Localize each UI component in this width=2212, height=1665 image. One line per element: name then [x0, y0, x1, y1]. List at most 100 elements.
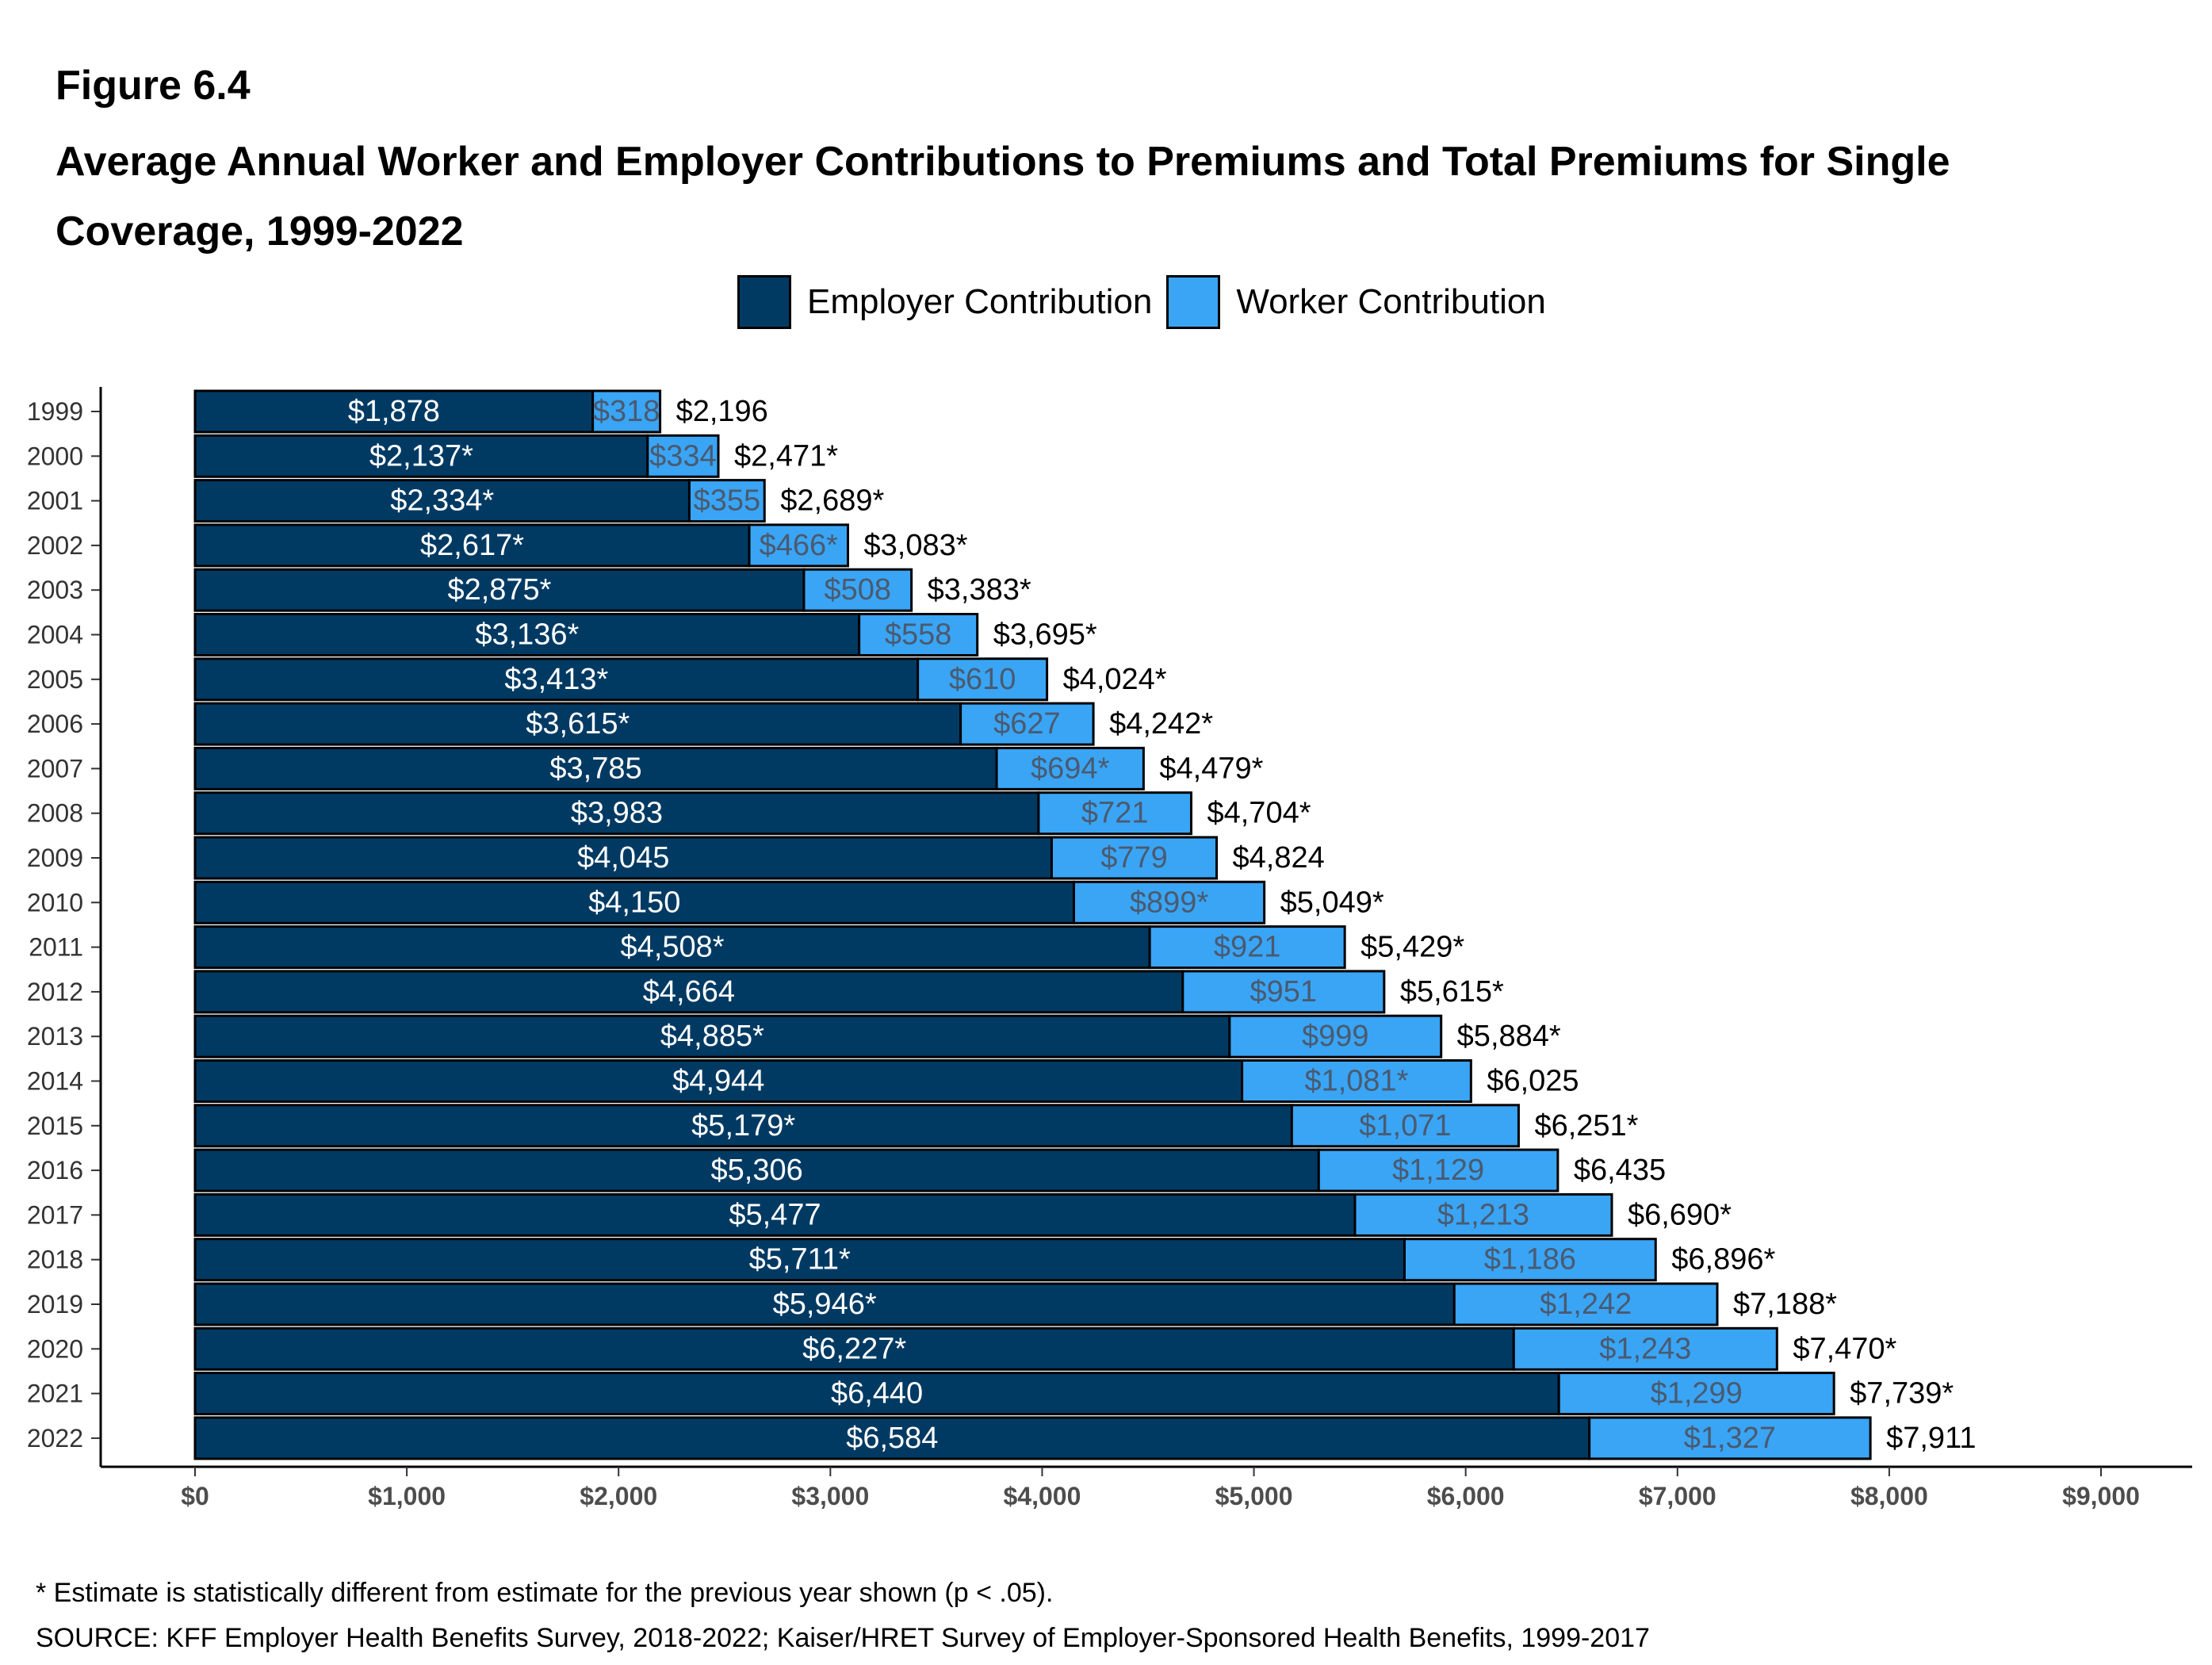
worker-value-label: $721 [1081, 797, 1149, 830]
worker-value-label: $610 [949, 663, 1016, 696]
employer-value-label: $6,227* [802, 1332, 906, 1365]
employer-value-label: $4,045 [577, 841, 669, 875]
total-value-label: $5,884* [1457, 1020, 1561, 1053]
employer-value-label: $4,944 [672, 1065, 764, 1098]
worker-value-label: $951 [1250, 975, 1318, 1009]
total-value-label: $7,911 [1886, 1422, 1976, 1455]
worker-value-label: $999 [1302, 1020, 1369, 1053]
worker-value-label: $1,243 [1599, 1332, 1691, 1365]
total-value-label: $5,615* [1400, 975, 1504, 1009]
worker-value-label: $355 [694, 484, 761, 518]
y-tick-label: 2006 [27, 710, 83, 738]
worker-value-label: $1,299 [1651, 1377, 1743, 1410]
y-tick-label: 2021 [27, 1380, 83, 1408]
total-value-label: $5,049* [1280, 886, 1384, 919]
total-value-label: $4,824 [1233, 841, 1325, 875]
employer-value-label: $2,617* [420, 529, 524, 562]
y-tick-label: 2012 [27, 978, 83, 1006]
x-tick-label: $6,000 [1427, 1482, 1505, 1510]
employer-bar [193, 880, 1076, 924]
worker-bar [1073, 880, 1266, 924]
worker-bar [1228, 1014, 1443, 1058]
worker-bar [1557, 1372, 1835, 1416]
legend-swatch-worker [1166, 275, 1221, 329]
employer-value-label: $2,334* [390, 484, 494, 518]
worker-value-label: $334 [649, 439, 717, 473]
worker-value-label: $627 [993, 707, 1061, 741]
total-value-label: $3,083* [864, 529, 968, 562]
worker-bar [1148, 925, 1346, 970]
employer-value-label: $4,885* [660, 1020, 764, 1053]
employer-value-label: $5,179* [691, 1109, 795, 1143]
y-tick-label: 1999 [27, 397, 83, 426]
worker-value-label: $318 [593, 395, 660, 428]
employer-bar [193, 1416, 1591, 1460]
employer-value-label: $5,477 [729, 1198, 821, 1231]
worker-value-label: $1,081* [1304, 1065, 1408, 1098]
employer-value-label: $4,664 [643, 975, 735, 1009]
worker-bar [1037, 791, 1192, 836]
x-tick-label: $9,000 [2062, 1482, 2140, 1510]
employer-bar [193, 568, 806, 612]
employer-bar [193, 389, 595, 434]
x-tick-label: $1,000 [368, 1482, 446, 1510]
y-tick-label: 2016 [27, 1156, 83, 1185]
total-value-label: $5,429* [1360, 931, 1464, 964]
employer-bar [193, 791, 1040, 836]
worker-value-label: $694* [1031, 752, 1110, 785]
total-value-label: $6,896* [1671, 1243, 1775, 1276]
x-tick-label: $5,000 [1215, 1482, 1293, 1510]
employer-value-label: $3,615* [526, 707, 630, 741]
worker-bar [687, 479, 766, 523]
total-value-label: $6,251* [1534, 1109, 1638, 1143]
worker-value-label: $1,186 [1484, 1243, 1576, 1276]
worker-bar [959, 702, 1095, 746]
y-tick-label: 2014 [27, 1067, 83, 1096]
employer-bar [193, 657, 920, 702]
employer-value-label: $6,584 [846, 1422, 938, 1455]
worker-value-label: $558 [885, 618, 952, 652]
employer-value-label: $6,440 [831, 1377, 923, 1410]
employer-value-label: $2,137* [369, 439, 473, 473]
worker-value-label: $1,327 [1684, 1422, 1776, 1455]
total-value-label: $2,196 [676, 395, 768, 428]
footnote: * Estimate is statistically different fr… [36, 1578, 1054, 1608]
worker-bar [1290, 1104, 1520, 1148]
x-tick-label: $8,000 [1850, 1482, 1928, 1510]
worker-bar [995, 746, 1145, 790]
legend-item-worker: Worker Contribution [1166, 275, 1546, 329]
employer-bar [193, 1238, 1406, 1282]
y-tick-label: 2018 [27, 1246, 83, 1274]
worker-bar [1317, 1148, 1559, 1192]
employer-bar [193, 1104, 1293, 1148]
worker-bar [1241, 1059, 1472, 1103]
worker-bar [1181, 970, 1386, 1014]
worker-bar [802, 568, 913, 612]
total-value-label: $4,242* [1109, 707, 1213, 741]
legend-label-worker: Worker Contribution [1236, 282, 1546, 321]
total-value-label: $7,739* [1850, 1377, 1954, 1410]
employer-value-label: $4,150 [588, 886, 680, 919]
worker-bar [858, 613, 979, 656]
total-value-label: $4,479* [1159, 752, 1263, 785]
total-value-label: $6,025 [1487, 1065, 1579, 1098]
total-value-label: $3,383* [928, 573, 1031, 607]
total-value-label: $2,471* [734, 439, 838, 473]
employer-value-label: $5,306 [711, 1154, 803, 1187]
y-tick-label: 2008 [27, 799, 83, 828]
y-tick-label: 2001 [27, 487, 83, 515]
worker-value-label: $508 [825, 573, 892, 607]
y-tick-label: 2000 [27, 442, 83, 470]
worker-value-label: $1,242 [1540, 1288, 1632, 1321]
chart-legend: Employer Contribution Worker Contributio… [737, 274, 1560, 331]
employer-value-label: $3,983 [571, 797, 663, 830]
legend-swatch-employer [737, 275, 791, 329]
employer-value-label: $3,785 [549, 752, 641, 785]
total-value-label: $6,690* [1628, 1198, 1732, 1231]
employer-bar [193, 836, 1053, 880]
employer-bar [193, 1192, 1357, 1237]
y-tick-label: 2002 [27, 531, 83, 560]
worker-value-label: $1,213 [1437, 1198, 1529, 1231]
source-note: SOURCE: KFF Employer Health Benefits Sur… [36, 1623, 1650, 1653]
